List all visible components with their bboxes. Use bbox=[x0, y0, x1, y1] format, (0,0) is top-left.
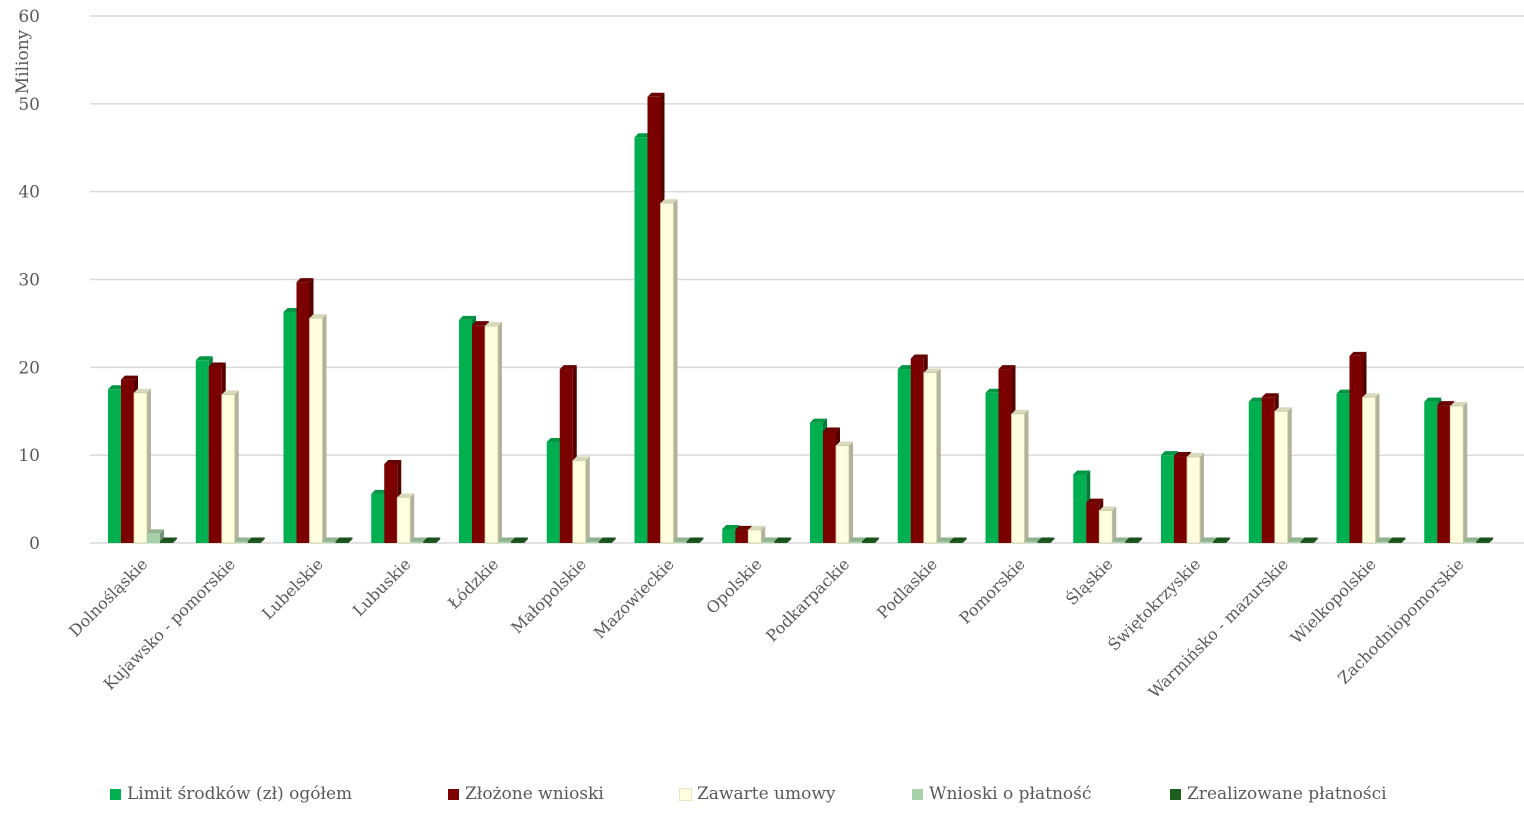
bar bbox=[1125, 537, 1143, 543]
legend-item: Wnioski o płatność bbox=[912, 784, 1091, 804]
legend-label: Wnioski o płatność bbox=[929, 784, 1092, 804]
legend-item: Zawarte umowy bbox=[679, 784, 836, 804]
bar bbox=[221, 390, 239, 544]
bar bbox=[1274, 407, 1292, 544]
bar bbox=[133, 388, 151, 544]
legend-swatch bbox=[679, 787, 692, 801]
bar bbox=[1476, 537, 1494, 543]
legend-swatch bbox=[1170, 788, 1181, 800]
bar bbox=[660, 199, 678, 544]
bar bbox=[335, 537, 353, 543]
category-label: Podkarpackie bbox=[762, 554, 853, 645]
legend-label: Limit środków (zł) ogółem bbox=[127, 784, 353, 804]
bar bbox=[1098, 506, 1117, 544]
bar bbox=[1037, 537, 1055, 543]
y-tick-label: 0 bbox=[29, 534, 40, 554]
category-label: Śląskie bbox=[1061, 554, 1116, 609]
legend-label: Złożone wnioski bbox=[465, 784, 604, 804]
category-label: Mazowieckie bbox=[590, 554, 678, 642]
category-label: Łódzkie bbox=[444, 554, 502, 612]
bar bbox=[598, 537, 616, 543]
category-label: Lubelskie bbox=[258, 554, 327, 623]
bar bbox=[511, 537, 528, 543]
category-label: Wielkopolskie bbox=[1287, 554, 1380, 647]
bar bbox=[1011, 409, 1029, 544]
bar bbox=[835, 441, 853, 544]
bar bbox=[1388, 537, 1406, 543]
y-tick-label: 50 bbox=[18, 95, 40, 115]
legend: Limit środków (zł) ogółem Złożone wnioski… bbox=[0, 784, 1524, 814]
bar bbox=[309, 314, 327, 544]
category-label: Pomorskie bbox=[955, 554, 1028, 627]
y-tick-label: 40 bbox=[18, 183, 40, 203]
y-tick-label: 30 bbox=[18, 271, 40, 291]
bar bbox=[1186, 452, 1204, 544]
legend-swatch bbox=[912, 788, 923, 800]
y-tick-label: 60 bbox=[18, 7, 40, 27]
bar bbox=[686, 537, 704, 543]
legend-swatch bbox=[110, 788, 121, 800]
category-label: Lubuskie bbox=[349, 554, 415, 620]
bar bbox=[247, 537, 265, 543]
bar bbox=[923, 368, 941, 544]
bars bbox=[108, 92, 1494, 544]
category-label: Dolnośląskie bbox=[65, 554, 151, 640]
legend-item: Limit środków (zł) ogółem bbox=[110, 784, 352, 804]
legend-label: Zawarte umowy bbox=[697, 784, 836, 804]
legend-label: Zrealizowane płatności bbox=[1187, 784, 1387, 804]
legend-item: Zrealizowane płatności bbox=[1170, 784, 1387, 804]
bar bbox=[1300, 537, 1318, 543]
bar bbox=[572, 456, 590, 544]
bar bbox=[862, 537, 879, 543]
category-label: Świętokrzyskie bbox=[1103, 554, 1204, 655]
category-label: Opolskie bbox=[702, 554, 765, 617]
bar bbox=[1362, 393, 1380, 544]
bar bbox=[160, 537, 177, 543]
bar-chart: Miliony 0 10 20 30 40 50 60 DolnośląskieKujaws… bbox=[13, 7, 1524, 702]
category-label: Warmińsko - mazurskie bbox=[1145, 554, 1292, 701]
y-tick-label: 10 bbox=[18, 446, 40, 466]
bar bbox=[1449, 401, 1468, 544]
gridlines bbox=[90, 15, 1524, 544]
bar bbox=[1213, 537, 1230, 543]
bar bbox=[949, 537, 967, 543]
category-label: Podlaskie bbox=[873, 554, 941, 622]
bar bbox=[774, 537, 792, 543]
bar bbox=[484, 322, 502, 544]
y-axis-label: Miliony bbox=[13, 29, 33, 94]
legend-item: Złożone wnioski bbox=[448, 784, 604, 804]
bar bbox=[396, 493, 415, 544]
y-tick-label: 20 bbox=[18, 358, 40, 378]
bar bbox=[423, 537, 441, 543]
y-tick-labels: 0 10 20 30 40 50 60 bbox=[18, 7, 40, 554]
legend-swatch bbox=[448, 788, 459, 800]
category-label: Małopolskie bbox=[507, 554, 590, 637]
